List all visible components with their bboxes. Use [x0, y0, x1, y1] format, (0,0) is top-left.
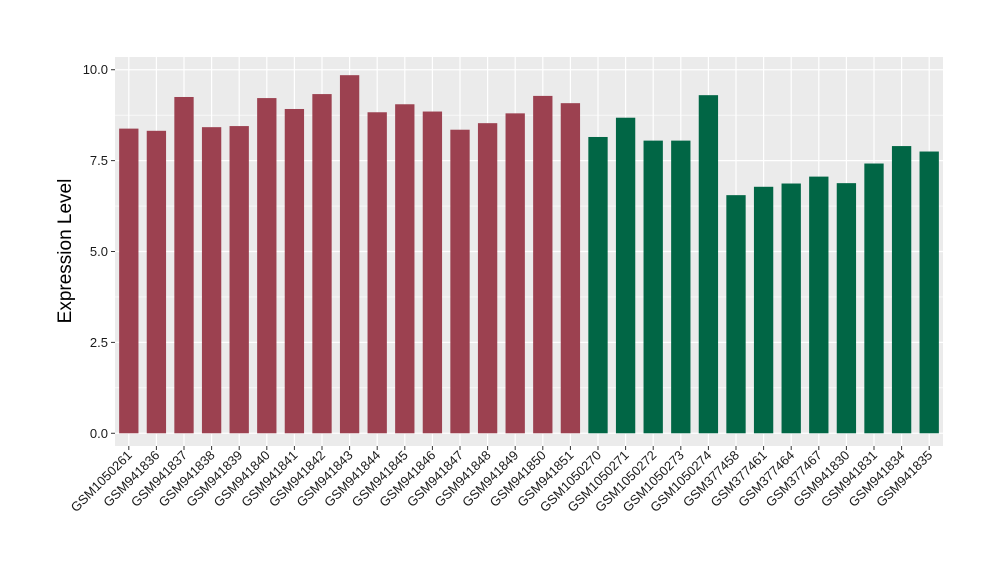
bar — [864, 163, 884, 434]
bar — [643, 140, 663, 434]
y-tick-label: 7.5 — [90, 153, 108, 168]
bar — [781, 183, 801, 434]
bar — [588, 136, 608, 434]
y-axis-title: Expression Level — [55, 179, 76, 324]
bar — [477, 123, 498, 434]
y-tick-label: 0.0 — [90, 426, 108, 441]
bar — [560, 103, 581, 434]
y-tick-label: 5.0 — [90, 244, 108, 259]
bar — [119, 128, 139, 434]
y-tick-label: 2.5 — [90, 335, 108, 350]
bar — [836, 183, 857, 434]
bar — [505, 113, 525, 434]
bar — [229, 126, 249, 434]
bar — [450, 129, 470, 434]
bar — [726, 195, 746, 434]
bar — [919, 151, 939, 434]
minor-gridlines — [115, 114, 943, 389]
bar — [422, 111, 443, 434]
bar — [698, 95, 719, 434]
bar — [615, 117, 636, 434]
bar — [671, 140, 691, 434]
bar — [312, 94, 332, 434]
bar — [395, 104, 415, 434]
bar — [339, 75, 360, 434]
bar — [753, 186, 774, 434]
bar — [891, 146, 912, 434]
bar — [257, 98, 277, 434]
bar — [146, 130, 167, 434]
bar — [533, 95, 553, 434]
y-axis-ticks: 0.0 2.5 5.0 7.5 10.0 — [83, 62, 115, 441]
bars — [119, 75, 939, 434]
bar — [284, 108, 305, 434]
bar — [174, 96, 194, 434]
y-tick-label: 10.0 — [83, 62, 108, 77]
x-axis-ticks: GSM1050261GSM941836GSM941837GSM941838GSM… — [68, 446, 935, 515]
bar — [367, 112, 387, 434]
bar — [809, 176, 829, 434]
bar — [201, 127, 222, 434]
